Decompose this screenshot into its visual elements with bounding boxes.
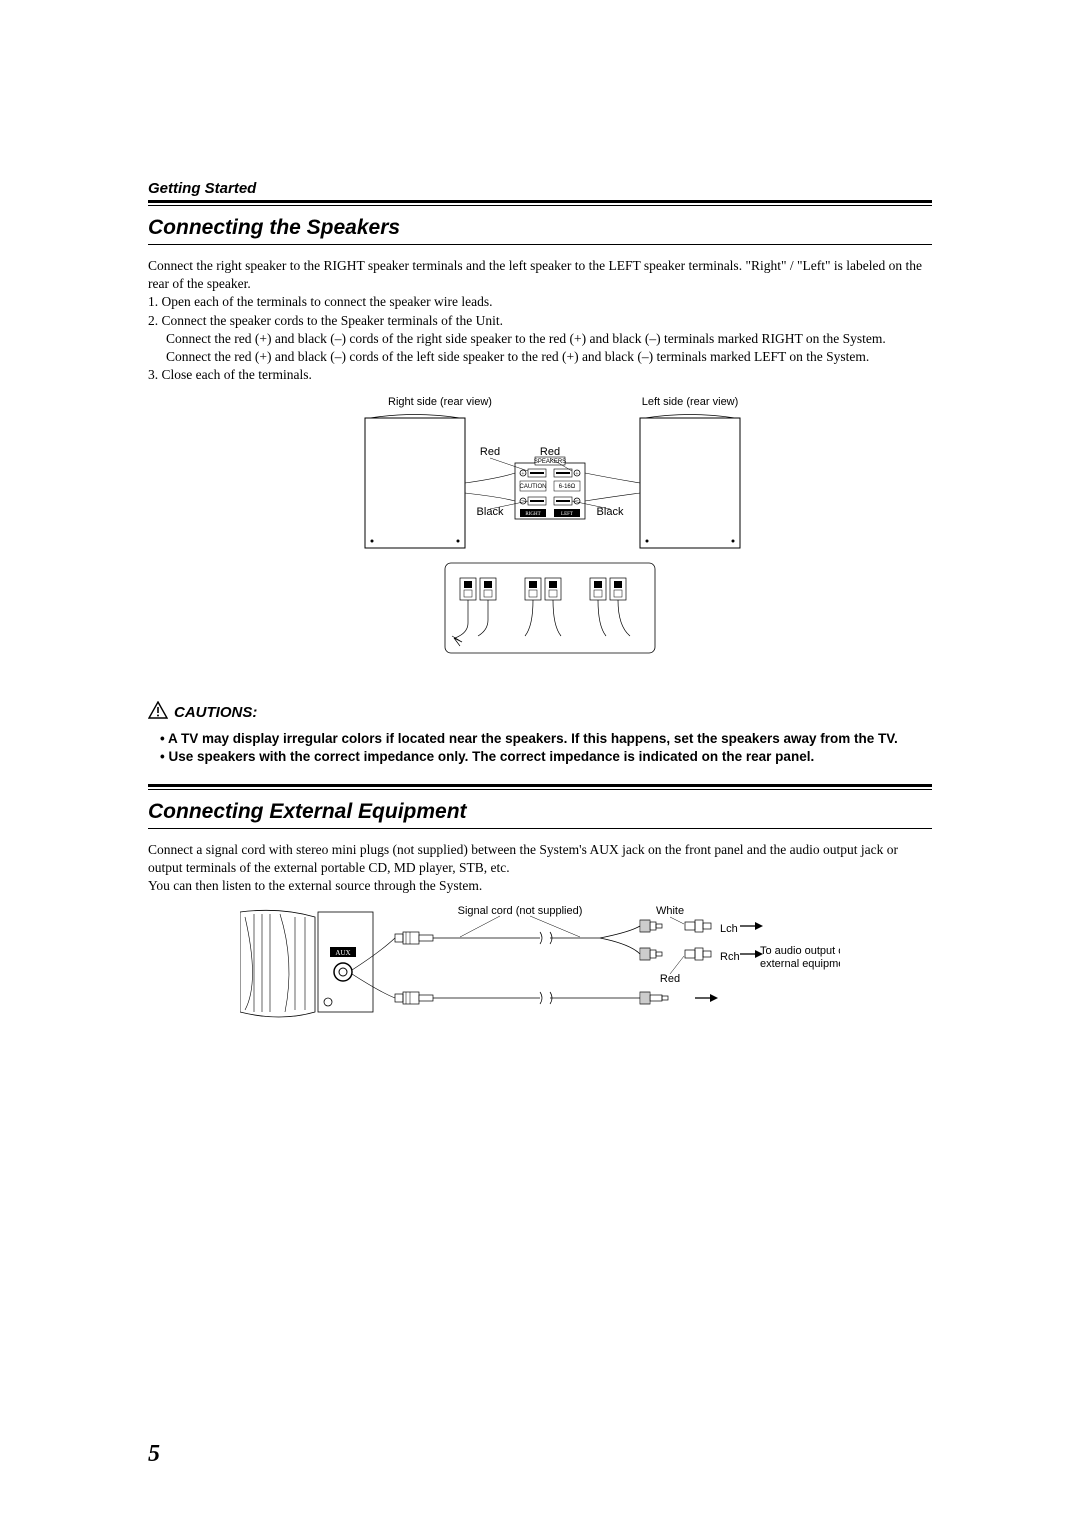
section2-title: Connecting External Equipment: [148, 800, 932, 824]
warning-icon: [148, 701, 168, 724]
front-panel-fragment: [240, 910, 315, 1017]
cautions-heading: CAUTIONS:: [174, 704, 257, 721]
section2-para2: You can then listen to the external sour…: [148, 877, 932, 895]
svg-text:external equipment.: external equipment.: [760, 958, 840, 970]
left-view-label: Left side (rear view): [642, 396, 739, 408]
section-label: Getting Started: [148, 180, 932, 197]
svg-text:Red: Red: [660, 973, 680, 985]
section1-title: Connecting the Speakers: [148, 216, 932, 240]
svg-text:AUX: AUX: [335, 949, 350, 957]
svg-text:Rch: Rch: [720, 951, 740, 963]
svg-text:Black: Black: [597, 506, 624, 518]
svg-text:−: −: [521, 497, 525, 505]
double-rule: [148, 200, 932, 206]
svg-text:6-16Ω: 6-16Ω: [559, 484, 576, 490]
svg-text:To audio output of external eq: To audio output of external equipment.: [760, 945, 840, 957]
cable-bottom: [395, 992, 718, 1004]
aux-diagram: Signal cord (not supplied) White Lch Rch…: [148, 902, 932, 1032]
section1-intro: Connect the right speaker to the RIGHT s…: [148, 257, 932, 293]
svg-text:LEFT: LEFT: [561, 512, 573, 517]
double-rule-2: [148, 784, 932, 790]
svg-text:CAUTION: CAUTION: [520, 484, 547, 490]
svg-text:White: White: [656, 905, 684, 917]
step3: 3. Close each of the terminals.: [148, 366, 932, 384]
terminal-panel: SPEAKERS + + CAUTION 6-16Ω − −: [515, 457, 585, 519]
svg-text:Lch: Lch: [720, 923, 738, 935]
right-view-label: Right side (rear view): [388, 396, 492, 408]
thin-rule-2: [148, 828, 932, 829]
step1: 1. Open each of the terminals to connect…: [148, 293, 932, 311]
svg-text:−: −: [575, 497, 579, 505]
cautions-list: • A TV may display irregular colors if l…: [148, 730, 932, 766]
svg-text:RIGHT: RIGHT: [525, 512, 540, 517]
svg-text:Black: Black: [477, 506, 504, 518]
step2: 2. Connect the speaker cords to the Spea…: [148, 312, 932, 330]
speaker-diagram: Right side (rear view) Left side (rear v…: [148, 393, 932, 673]
page-number: 5: [148, 1441, 160, 1468]
step2-sub1: Connect the red (+) and black (–) cords …: [148, 330, 932, 348]
caution-item-2: • Use speakers with the correct impedanc…: [148, 748, 932, 766]
thin-rule-1: [148, 244, 932, 245]
section2-body: Connect a signal cord with stereo mini p…: [148, 841, 932, 896]
cautions-row: CAUTIONS:: [148, 701, 932, 724]
cable-top: [395, 917, 763, 974]
step2-sub2: Connect the red (+) and black (–) cords …: [148, 348, 932, 366]
svg-text:Red: Red: [540, 446, 560, 458]
caution-item-1: • A TV may display irregular colors if l…: [148, 730, 932, 748]
section1-body: Connect the right speaker to the RIGHT s…: [148, 257, 932, 385]
svg-text:SPEAKERS: SPEAKERS: [534, 459, 566, 465]
section2-para1: Connect a signal cord with stereo mini p…: [148, 841, 932, 877]
svg-text:Signal cord (not supplied): Signal cord (not supplied): [458, 905, 583, 917]
svg-text:Red: Red: [480, 446, 500, 458]
